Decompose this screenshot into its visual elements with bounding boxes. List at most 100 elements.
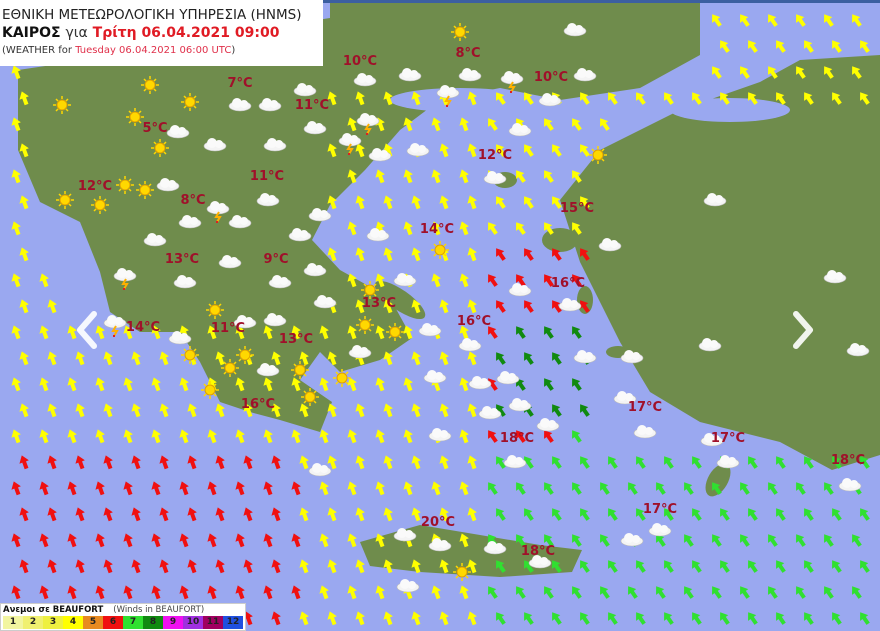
wind-arrow xyxy=(496,300,506,313)
wind-arrow xyxy=(740,534,750,547)
wind-arrow xyxy=(131,559,141,574)
chevron-left-icon xyxy=(77,311,97,349)
wind-arrow xyxy=(75,559,85,574)
wind-arrow xyxy=(860,560,870,573)
wind-arrow xyxy=(291,481,301,496)
beaufort-4: 4 xyxy=(63,616,83,629)
beaufort-6: 6 xyxy=(103,616,123,629)
wind-arrow xyxy=(291,585,301,600)
wind-arrow xyxy=(804,508,814,521)
wind-arrow xyxy=(319,377,329,392)
cloud-icon xyxy=(698,338,722,352)
wind-arrow xyxy=(355,143,365,158)
wind-arrow xyxy=(824,14,834,27)
wind-arrow xyxy=(496,92,506,105)
wind-arrow xyxy=(852,14,862,27)
wind-arrow xyxy=(215,455,225,470)
wind-arrow xyxy=(600,586,610,599)
wind-arrow xyxy=(383,507,393,522)
wind-arrow xyxy=(544,482,554,495)
beaufort-10: 10 xyxy=(183,616,203,629)
wind-arrow xyxy=(271,403,281,418)
wind-arrow xyxy=(580,196,590,209)
top-bar xyxy=(0,0,880,3)
agency-title: ΕΘΝΙΚΗ ΜΕΤΕΩΡΟΛΟΓΙΚΗ ΥΠΗΡΕΣΙΑ (HNMS) xyxy=(2,7,302,23)
wind-arrow xyxy=(207,325,217,340)
wind-arrow xyxy=(852,534,862,547)
wind-arrow xyxy=(187,403,197,418)
wind-arrow xyxy=(327,247,337,262)
wind-arrow xyxy=(291,377,301,392)
beaufort-11: 11 xyxy=(203,616,223,629)
wind-arrow xyxy=(524,300,534,313)
land-rhodes xyxy=(705,463,731,497)
sun-icon xyxy=(333,369,351,387)
wind-arrow xyxy=(151,429,161,444)
cloud-icon xyxy=(143,233,167,247)
cloud-icon xyxy=(633,425,657,439)
next-button[interactable] xyxy=(788,310,818,350)
wind-arrow xyxy=(516,170,526,183)
wind-arrow xyxy=(516,482,526,495)
wind-arrow xyxy=(263,533,273,548)
wind-arrow xyxy=(804,92,814,105)
wind-arrow xyxy=(628,586,638,599)
cloud-icon xyxy=(288,228,312,242)
wind-arrow xyxy=(383,299,393,314)
wind-arrow xyxy=(496,196,506,209)
wind-arrow xyxy=(235,481,245,496)
cloud-icon xyxy=(203,138,227,152)
wind-arrow xyxy=(496,456,506,469)
wind-arrow xyxy=(243,507,253,522)
wind-arrow xyxy=(67,481,77,496)
land-sea-marmara xyxy=(670,98,790,122)
wind-arrow xyxy=(636,612,646,625)
wind-arrow xyxy=(355,403,365,418)
wind-arrow xyxy=(11,377,21,392)
wind-arrow xyxy=(19,299,29,314)
wind-arrow xyxy=(95,533,105,548)
wind-arrow xyxy=(580,92,590,105)
cloud-icon xyxy=(620,350,644,364)
cloud-icon xyxy=(528,555,552,569)
wind-arrow xyxy=(403,325,413,340)
wind-arrow xyxy=(544,378,554,391)
cloud-icon xyxy=(406,143,430,157)
cloud-icon xyxy=(423,370,447,384)
wind-arrow xyxy=(159,507,169,522)
wind-arrow xyxy=(319,481,329,496)
sun-icon xyxy=(236,346,254,364)
sun-icon xyxy=(453,563,471,581)
wind-arrow xyxy=(95,585,105,600)
cloud-icon xyxy=(168,331,192,345)
wind-arrow xyxy=(692,560,702,573)
wind-arrow xyxy=(411,91,421,106)
wind-arrow xyxy=(263,585,273,600)
wind-arrow xyxy=(291,533,301,548)
wind-arrow xyxy=(327,143,337,158)
beaufort-7: 7 xyxy=(123,616,143,629)
temperature-label: 11°C xyxy=(295,98,329,113)
wind-arrow xyxy=(151,481,161,496)
cloud-icon xyxy=(218,255,242,269)
wind-arrow xyxy=(824,482,834,495)
cloud-icon xyxy=(508,398,532,412)
wind-arrow xyxy=(684,586,694,599)
temperature-label: 5°C xyxy=(142,121,167,136)
wind-arrow xyxy=(383,455,393,470)
wind-arrow xyxy=(796,482,806,495)
wind-arrow xyxy=(748,40,758,53)
cloud-icon xyxy=(263,313,287,327)
wind-arrow xyxy=(488,274,498,287)
thunderstorm-icon xyxy=(500,71,524,93)
wind-arrow xyxy=(263,429,273,444)
wind-arrow xyxy=(319,533,329,548)
wind-arrow xyxy=(327,91,337,106)
wind-arrow xyxy=(572,586,582,599)
temperature-labels-layer: 8°C 10°C 10°C 7°C 11°C 5°C 12°C 11°C 12°C 8°C 15°C… xyxy=(78,46,865,559)
cloud-icon xyxy=(228,98,252,112)
prev-button[interactable] xyxy=(72,310,102,350)
wind-arrow xyxy=(215,403,225,418)
wind-arrow xyxy=(459,585,469,600)
wind-arrow xyxy=(608,508,618,521)
